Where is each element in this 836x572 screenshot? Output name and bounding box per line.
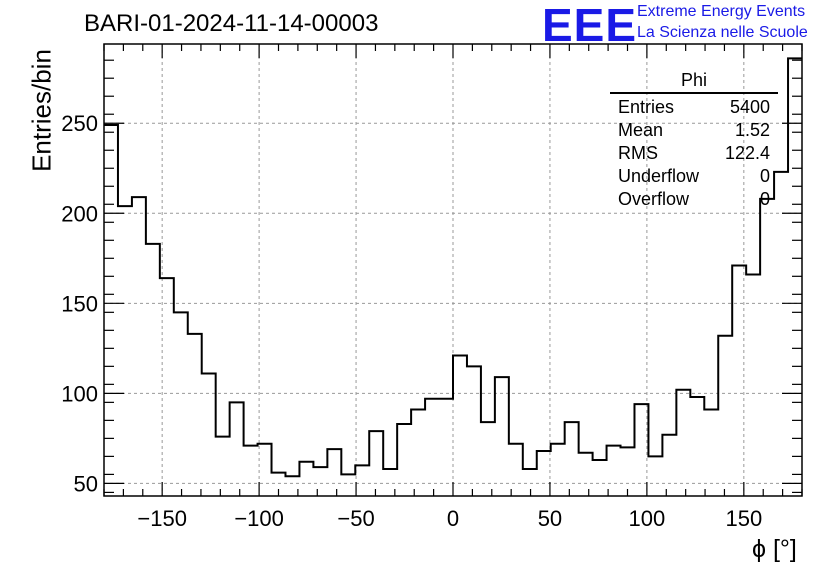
stats-value: 5400	[729, 97, 770, 117]
x-axis-label: ϕ [°]	[752, 535, 797, 563]
stats-label: Overflow	[618, 189, 690, 209]
stats-title: Phi	[610, 70, 778, 94]
stats-row-entries: Entries 5400	[610, 96, 778, 119]
histogram-bin	[104, 125, 118, 496]
histogram-bin	[146, 244, 160, 496]
eee-logo: EEE	[542, 0, 638, 51]
histogram-bin	[453, 356, 467, 496]
histogram-bin	[718, 336, 732, 496]
histogram-bin	[132, 197, 146, 496]
axis-tick-labels: −150 −100 −50 0 50 100 150 50 100 150 200 250	[61, 111, 762, 531]
histogram-bin	[174, 312, 188, 496]
stats-label: RMS	[618, 143, 658, 163]
histogram-bin	[746, 275, 760, 496]
y-tick-label: 200	[61, 201, 98, 226]
x-tick-label: 150	[725, 506, 762, 531]
histogram-bin	[216, 437, 230, 496]
stats-row-rms: RMS 122.4	[610, 142, 778, 165]
histogram-bin	[118, 206, 132, 496]
histogram-bin	[188, 334, 202, 496]
histogram-bin	[495, 377, 509, 496]
histogram-bin	[369, 431, 383, 496]
histogram-bin	[760, 199, 774, 496]
histogram-bin	[202, 374, 216, 496]
histogram-bin	[327, 449, 341, 496]
histogram-bin	[425, 399, 439, 496]
histogram-bin	[299, 462, 313, 496]
histogram-bin	[397, 424, 411, 496]
histogram-bin	[607, 446, 621, 496]
histogram-bin	[313, 467, 327, 496]
stats-row-underflow: Underflow 0	[610, 165, 778, 188]
stats-value: 0	[759, 189, 770, 209]
histogram-bin	[439, 399, 453, 496]
x-tick-label: 50	[538, 506, 562, 531]
stats-label: Entries	[618, 97, 675, 117]
stats-label: Underflow	[618, 166, 700, 186]
histogram-bin	[341, 474, 355, 496]
x-tick-label: 100	[629, 506, 666, 531]
y-tick-label: 100	[61, 381, 98, 406]
histogram-bin	[509, 444, 523, 496]
histogram-bin	[244, 446, 258, 496]
histogram-bin	[551, 444, 565, 496]
histogram-bin	[648, 456, 662, 496]
y-tick-label: 50	[74, 471, 98, 496]
stats-label: Mean	[618, 120, 664, 140]
histogram-bin	[537, 451, 551, 496]
histogram-bin	[467, 366, 481, 496]
histogram-bin	[690, 397, 704, 496]
stats-value: 1.52	[734, 120, 770, 140]
histogram-outline	[104, 57, 802, 478]
histogram-bin	[565, 422, 579, 496]
stats-row-overflow: Overflow 0	[610, 188, 778, 211]
histogram-bin	[579, 453, 593, 496]
histogram-bin	[355, 465, 369, 496]
logo-line-2: La Scienza nelle Scuole	[637, 24, 808, 41]
stats-value: 0	[759, 166, 770, 186]
stats-box: Phi Entries 5400 Mean 1.52 RMS 122.4 Und…	[610, 70, 778, 211]
x-tick-label: −150	[137, 506, 187, 531]
stats-row-mean: Mean 1.52	[610, 119, 778, 142]
histogram-bin	[593, 460, 607, 496]
histogram-bin	[523, 469, 537, 496]
x-tick-label: −50	[337, 506, 374, 531]
histogram-bin	[481, 422, 495, 496]
histogram-bin	[676, 390, 690, 496]
chart-title: BARI-01-2024-11-14-00003	[84, 10, 379, 37]
histogram-bin	[230, 402, 244, 496]
histogram-bin	[788, 58, 802, 496]
histogram-bin	[774, 172, 788, 496]
logo-line-1: Extreme Energy Events	[637, 3, 806, 20]
axis-ticks	[103, 44, 803, 496]
x-tick-label: 0	[447, 506, 459, 531]
x-tick-label: −100	[234, 506, 284, 531]
y-axis-label: Entries/bin	[26, 49, 57, 172]
histogram-bin	[621, 447, 635, 496]
histogram-bin	[662, 435, 676, 496]
y-tick-label: 150	[61, 291, 98, 316]
stats-value: 122.4	[724, 143, 770, 163]
y-tick-label: 250	[61, 111, 98, 136]
